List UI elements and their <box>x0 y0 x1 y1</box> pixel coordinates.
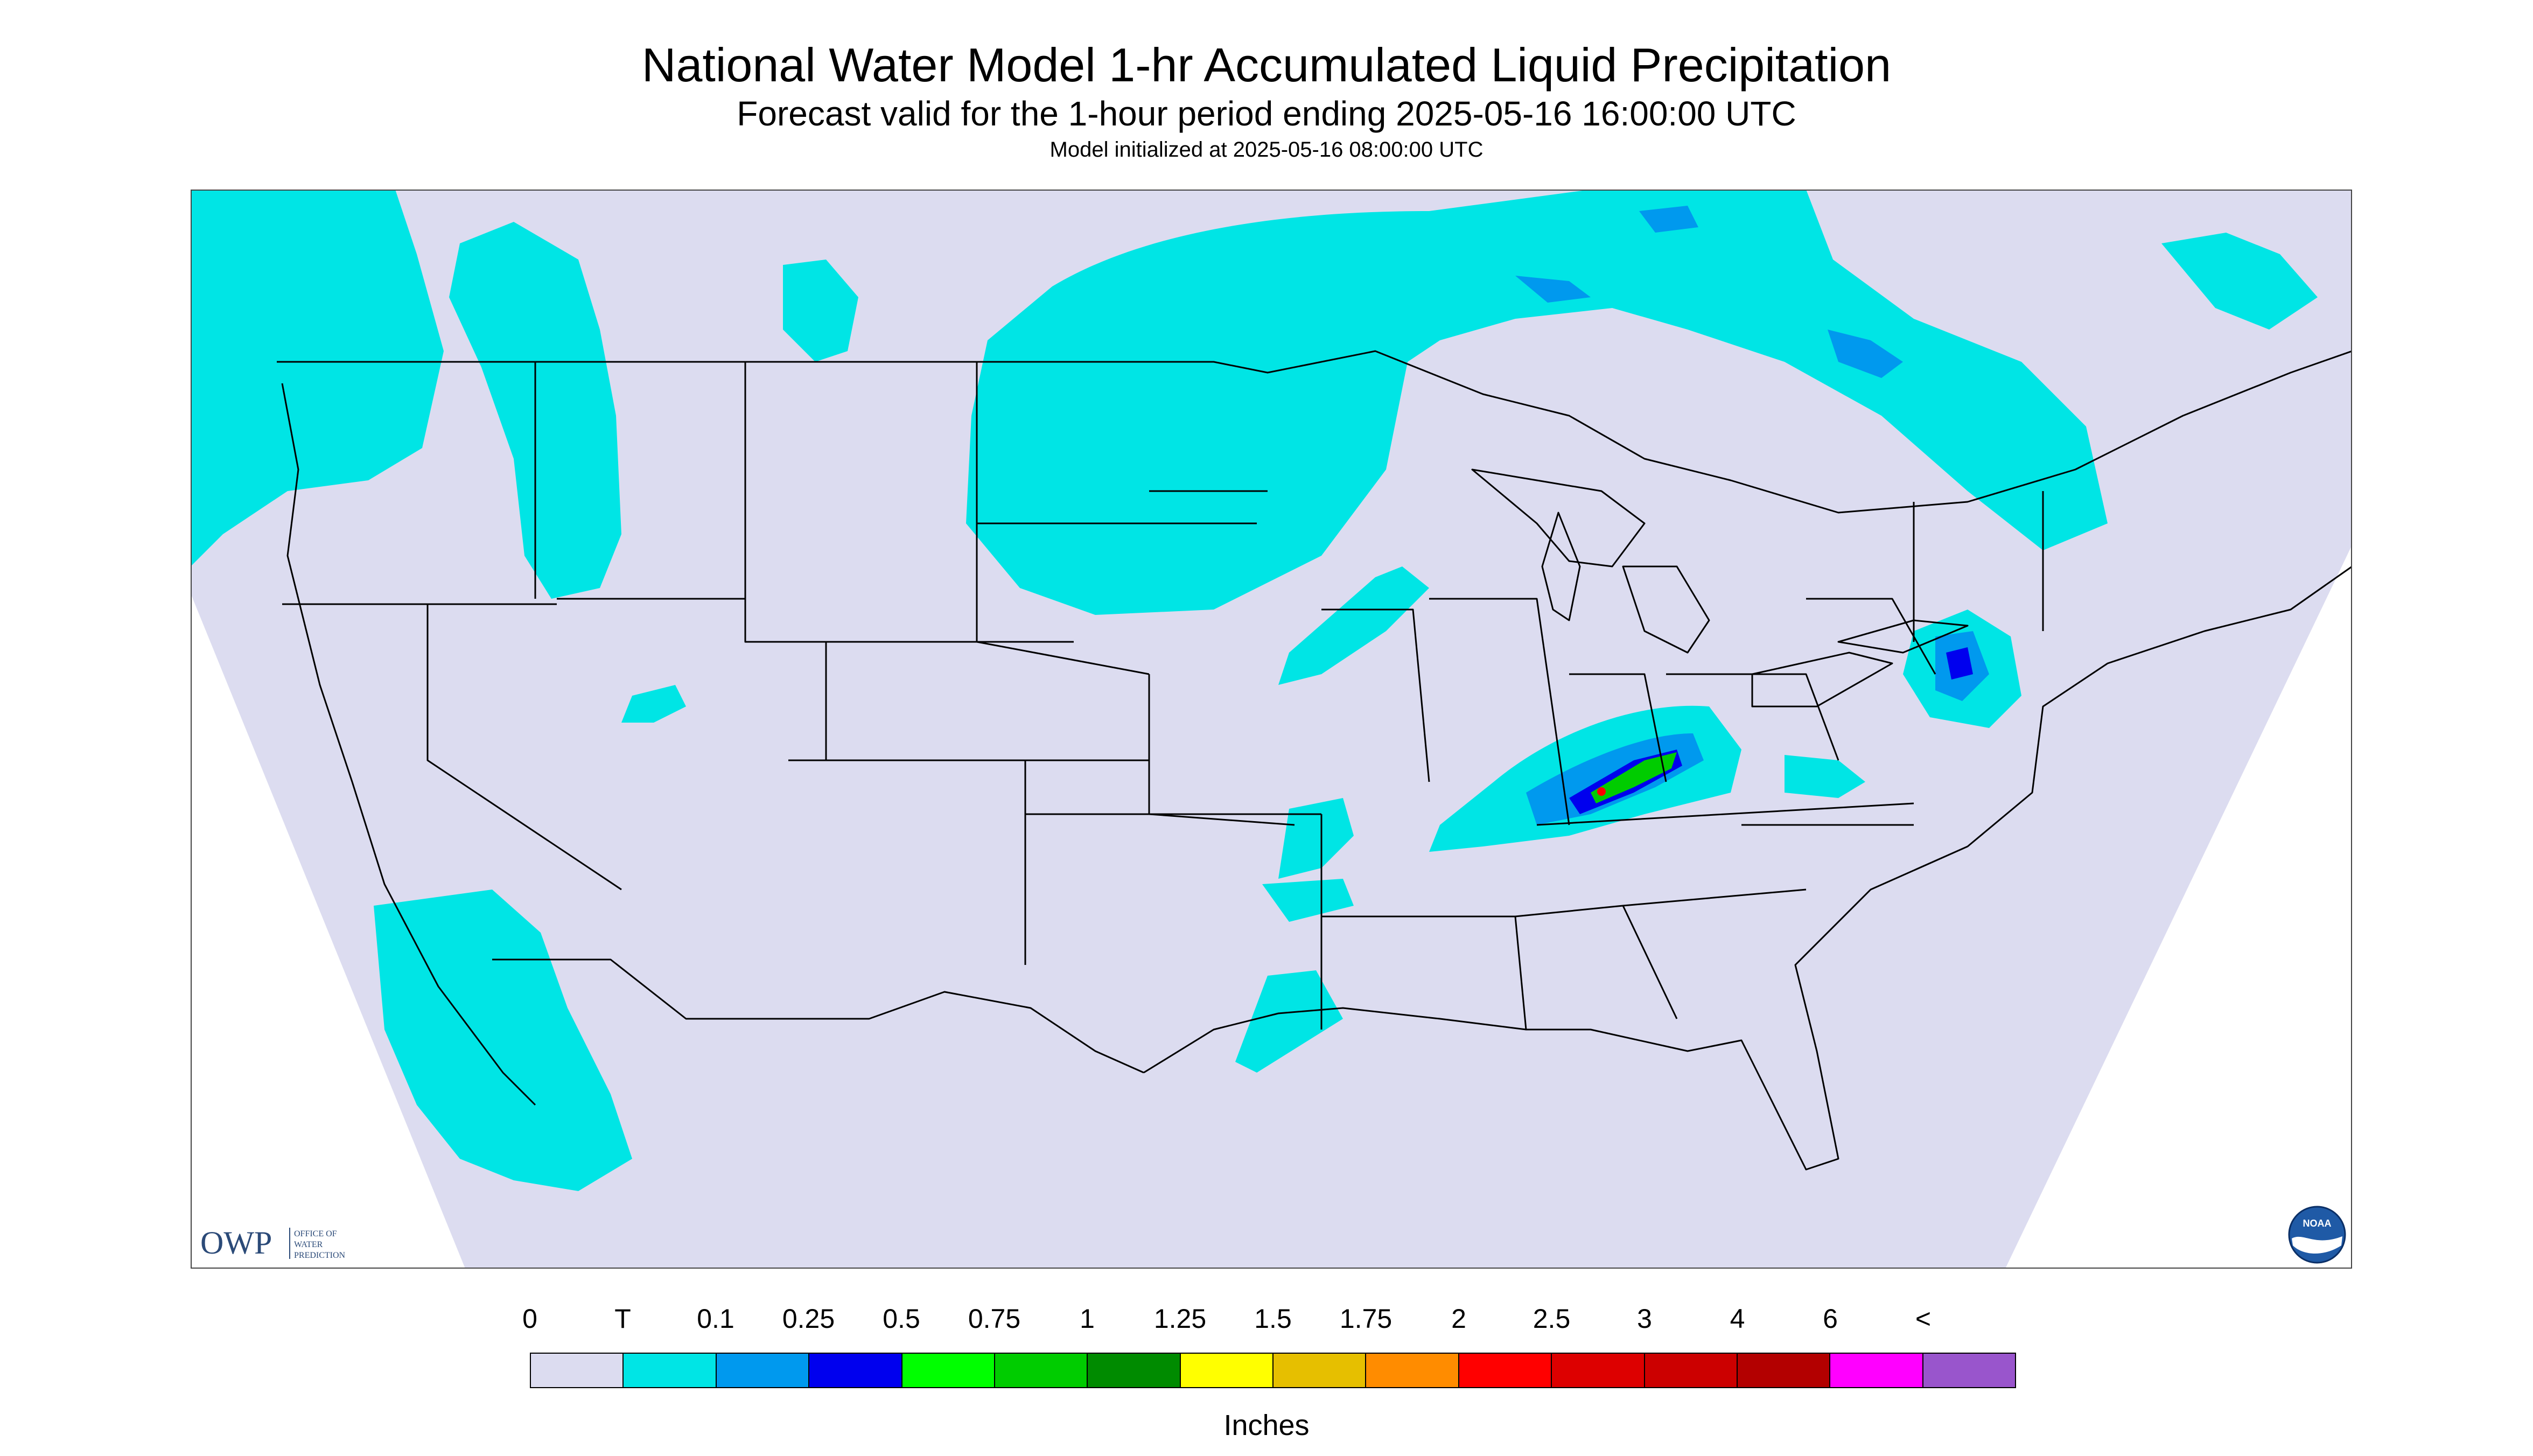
model-domain <box>191 190 2352 1269</box>
legend-swatch <box>902 1354 995 1387</box>
legend-color-bar <box>530 1353 2016 1388</box>
legend-label: 2.5 <box>1533 1304 1571 1334</box>
legend-label: 1.5 <box>1254 1304 1292 1334</box>
legend-swatch <box>624 1354 717 1387</box>
legend-swatch <box>1830 1354 1923 1387</box>
legend-label: 6 <box>1823 1304 1838 1334</box>
legend-swatch <box>1088 1354 1181 1387</box>
legend-swatch <box>995 1354 1088 1387</box>
legend-units: Inches <box>1223 1409 1310 1441</box>
legend-label: 3 <box>1637 1304 1652 1334</box>
legend-label: 2 <box>1451 1304 1466 1334</box>
noaa-logo-text: NOAA <box>2303 1218 2332 1229</box>
legend-swatch <box>809 1354 902 1387</box>
owp-logo-sub-3: PREDICTION <box>294 1251 346 1260</box>
legend-swatch <box>1923 1354 2015 1387</box>
legend-label: 0 <box>522 1304 537 1334</box>
map-subtitle: Forecast valid for the 1-hour period end… <box>737 94 1796 133</box>
precip-trace-areas <box>191 190 2318 1191</box>
owp-logo-sub-1: OFFICE OF <box>294 1229 337 1238</box>
legend-swatch <box>1180 1354 1274 1387</box>
owp-logo-letters: OWP <box>200 1225 272 1261</box>
owp-logo-sub-2: WATER <box>294 1240 323 1249</box>
legend-label: 1.75 <box>1339 1304 1393 1334</box>
legend-label: 0.1 <box>697 1304 734 1334</box>
legend-label: 4 <box>1730 1304 1745 1334</box>
precip-peak-areas <box>1597 787 1606 796</box>
legend-swatch <box>1645 1354 1738 1387</box>
legend-label: 1 <box>1080 1304 1095 1334</box>
legend-label: 1.25 <box>1153 1304 1207 1334</box>
legend-label: 0.25 <box>782 1304 835 1334</box>
legend-label: < <box>1915 1304 1932 1334</box>
legend-swatch <box>1274 1354 1367 1387</box>
legend-swatch <box>716 1354 810 1387</box>
legend-label: 0.75 <box>968 1304 1021 1334</box>
legend-swatch <box>1552 1354 1645 1387</box>
model-init-text: Model initialized at 2025-05-16 08:00:00… <box>1049 138 1484 162</box>
owp-logo: OWP OFFICE OF WATER PREDICTION <box>200 1225 346 1261</box>
map-borders <box>277 350 2352 1171</box>
precip-heavy-areas <box>1591 752 1677 803</box>
legend-label: T <box>614 1304 631 1334</box>
noaa-logo: NOAA <box>2288 1206 2346 1264</box>
precipitation-map <box>191 190 2352 1269</box>
legend-swatch <box>531 1354 624 1387</box>
legend-swatch <box>1459 1354 1552 1387</box>
map-frame <box>191 190 2352 1269</box>
map-title: National Water Model 1-hr Accumulated Li… <box>641 38 1892 92</box>
legend-swatch <box>1366 1354 1459 1387</box>
legend-label: 0.5 <box>883 1304 920 1334</box>
legend-swatch <box>1737 1354 1831 1387</box>
legend-labels: 0 T 0.1 0.25 0.5 0.75 1 1.25 1.5 1.75 2 2.5 3 4 6 < <box>0 1303 2533 1346</box>
